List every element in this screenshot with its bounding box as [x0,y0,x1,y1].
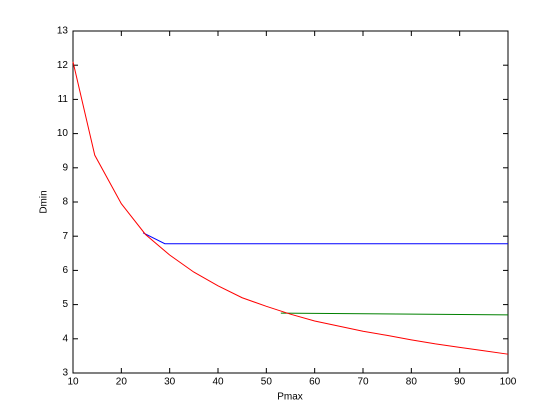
x-tick-label: 40 [212,377,224,388]
y-tick-label: 11 [58,94,69,105]
y-tick-label: 13 [57,26,69,37]
series-line [72,61,509,355]
y-tick-label: 6 [62,265,68,276]
y-tick-label: 4 [62,333,68,344]
x-tick-label: 60 [309,377,321,388]
series-line [280,312,509,316]
series-line [142,232,508,245]
y-tick-label: 12 [57,60,69,71]
x-tick-label: 100 [500,377,517,388]
y-tick-label: 8 [62,197,68,208]
y-tick-label: 7 [62,231,68,242]
x-tick-label: 50 [261,377,273,388]
y-tick-label: 10 [57,128,69,139]
y-tick-label: 3 [62,368,68,379]
y-tick-label: 9 [62,162,68,173]
x-tick-label: 20 [116,377,128,388]
x-tick-label: 70 [357,377,369,388]
x-tick-label: 80 [406,377,418,388]
x-axis-label: Pmax [277,392,303,403]
y-axis-label: Dmin [39,190,50,213]
x-tick-label: 10 [67,377,79,388]
y-tick-label: 5 [62,299,68,310]
x-tick-label: 90 [454,377,466,388]
x-tick-label: 30 [164,377,176,388]
plot-frame [72,30,509,374]
